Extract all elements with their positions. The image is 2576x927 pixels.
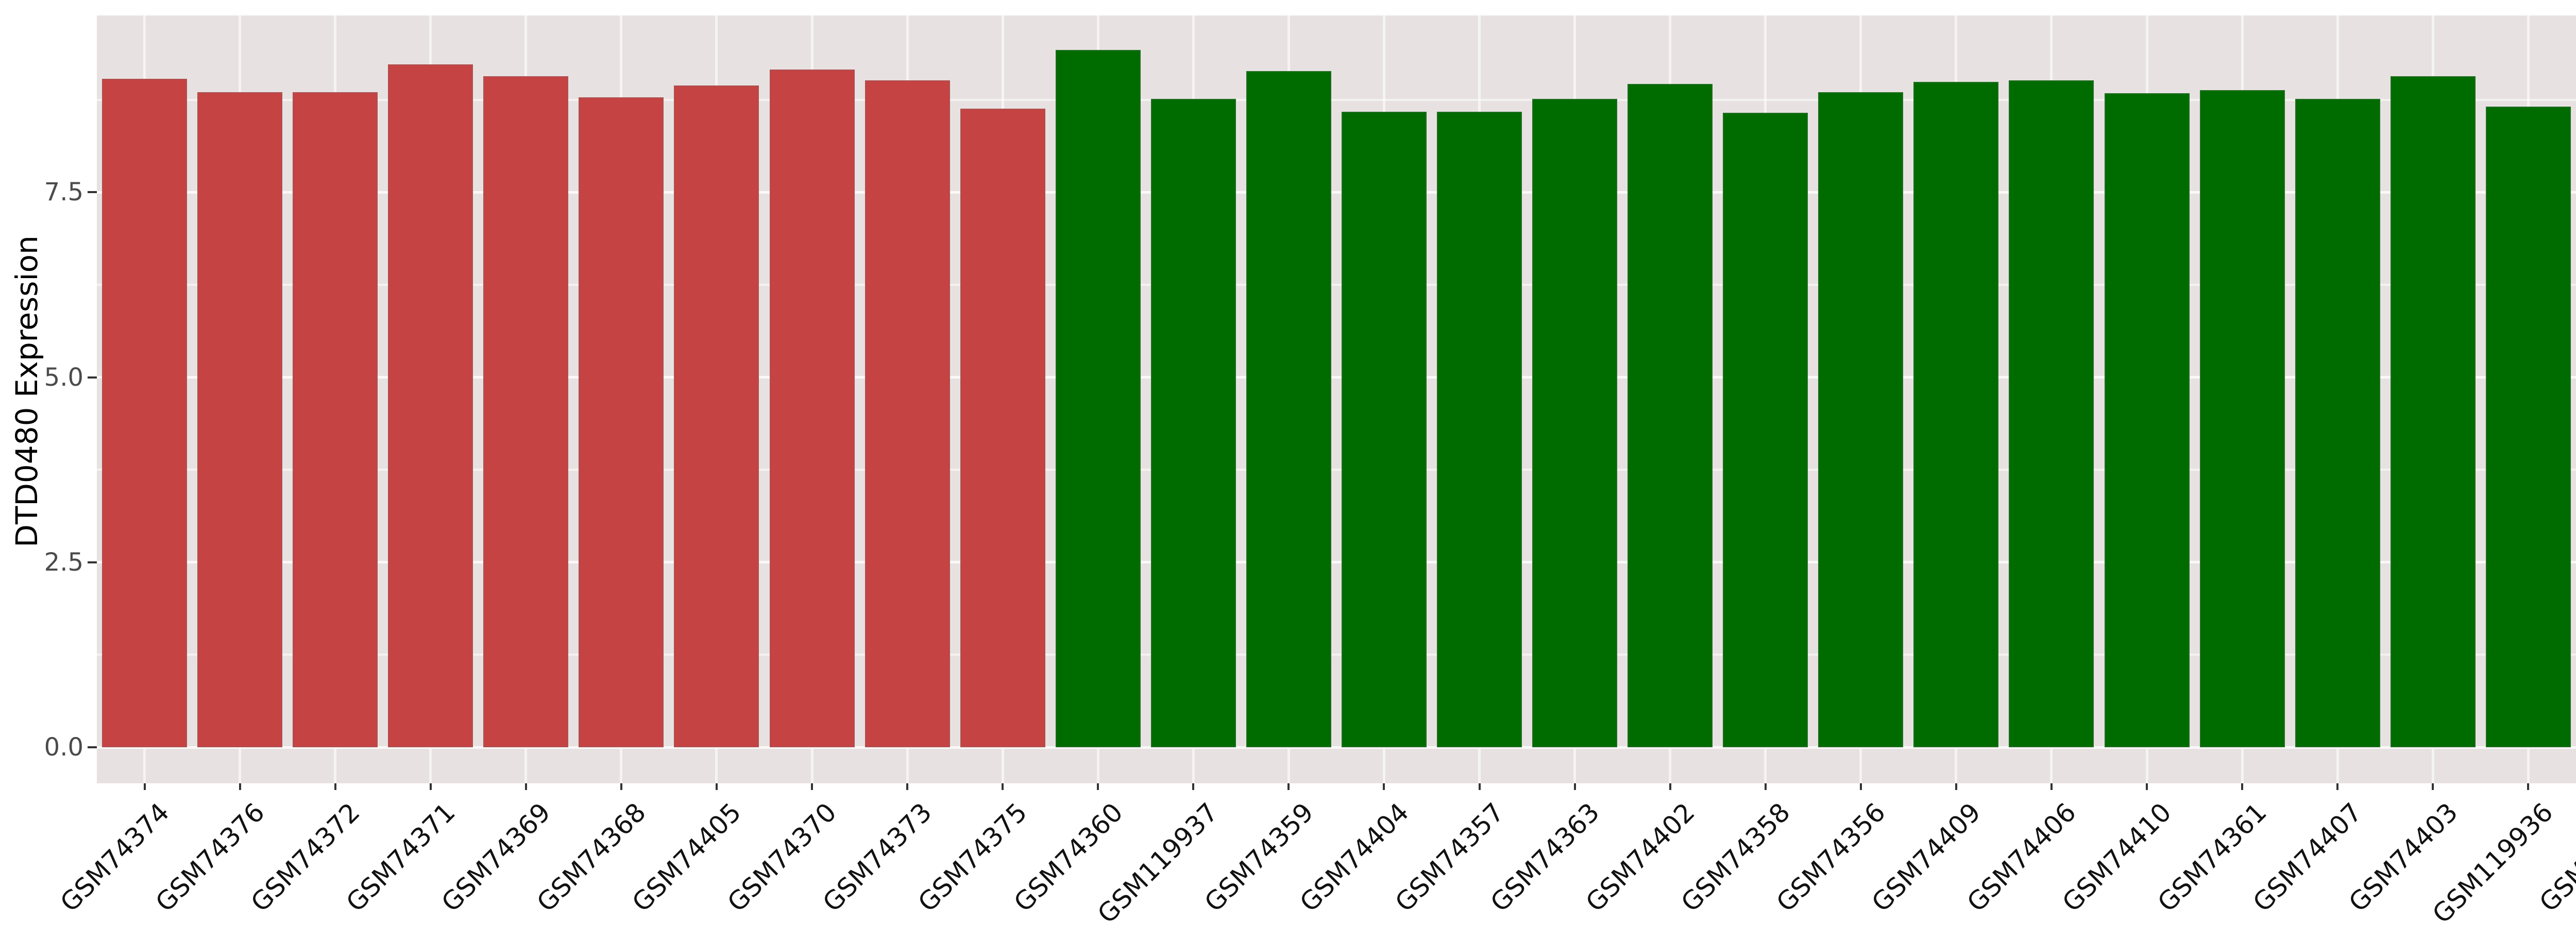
bar (388, 64, 473, 747)
x-tick-mark (1287, 783, 1290, 790)
bar (1055, 50, 1141, 747)
x-tick-mark (1383, 783, 1385, 790)
x-tick-mark (1002, 783, 1004, 790)
major-gridline (97, 376, 2576, 379)
y-tick-label: 2.5 (44, 547, 83, 577)
bar (1150, 99, 1236, 747)
x-tick-mark (620, 783, 622, 790)
major-gridline (97, 561, 2576, 564)
x-tick-mark (1478, 783, 1481, 790)
bar (2009, 80, 2094, 747)
x-tick-mark (429, 783, 432, 790)
x-tick-mark (1669, 783, 1671, 790)
x-tick-mark (2050, 783, 2053, 790)
bar (1913, 82, 1999, 747)
x-tick-mark (1573, 783, 1576, 790)
bar (197, 92, 283, 747)
minor-gridline (97, 654, 2576, 656)
minor-gridline (97, 98, 2576, 101)
x-tick-mark (143, 783, 146, 790)
y-tick-label: 5.0 (44, 363, 83, 392)
minor-gridline (97, 469, 2576, 471)
bar (769, 69, 855, 747)
x-tick-mark (2527, 783, 2530, 790)
bar (1437, 111, 1522, 747)
bar (1818, 92, 1904, 747)
x-tick-mark (334, 783, 336, 790)
bar (102, 79, 188, 747)
bar (1628, 84, 1713, 747)
x-tick-mark (2146, 783, 2148, 790)
x-tick-mark (2241, 783, 2244, 790)
y-tick-label: 7.5 (44, 178, 83, 207)
plot-area (97, 15, 2576, 783)
bar (579, 97, 664, 747)
bar (483, 76, 569, 747)
x-tick-mark (1955, 783, 1957, 790)
bar (1341, 111, 1427, 747)
x-tick-mark (2432, 783, 2434, 790)
x-tick-mark (1764, 783, 1767, 790)
major-gridline (97, 191, 2576, 194)
bar (674, 85, 759, 747)
y-tick-mark (88, 561, 97, 563)
x-tick-mark (2336, 783, 2339, 790)
y-tick-label: 0.0 (44, 733, 83, 762)
bar (1723, 113, 1808, 747)
y-tick-mark (88, 191, 97, 194)
bar (2199, 90, 2285, 747)
bar (2485, 106, 2571, 747)
x-tick-mark (524, 783, 527, 790)
x-tick-mark (715, 783, 718, 790)
major-gridline (97, 746, 2576, 749)
bar (2104, 93, 2190, 747)
y-axis-title: DTD0480 Expression (9, 235, 44, 547)
bar (960, 108, 1045, 747)
bar (865, 80, 950, 747)
x-tick-mark (811, 783, 814, 790)
bar (2390, 76, 2476, 747)
bar (2295, 99, 2380, 747)
bar (1532, 99, 1618, 747)
x-tick-mark (1192, 783, 1195, 790)
y-tick-mark (88, 376, 97, 379)
bar (293, 92, 378, 747)
bar (1246, 71, 1331, 747)
x-tick-mark (906, 783, 909, 790)
x-tick-mark (239, 783, 241, 790)
x-tick-mark (1097, 783, 1099, 790)
y-tick-mark (88, 746, 97, 748)
x-tick-mark (1859, 783, 1862, 790)
minor-gridline (97, 283, 2576, 286)
